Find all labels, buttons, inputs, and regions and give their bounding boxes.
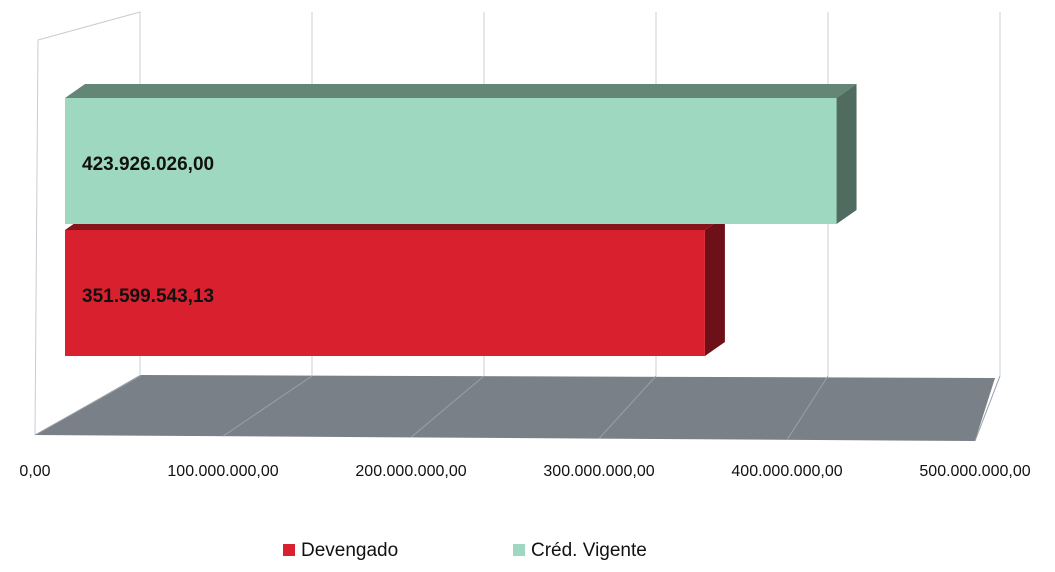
- legend-swatch: [513, 544, 525, 556]
- bar-side: [704, 216, 725, 356]
- floor-grid-line: [410, 375, 485, 438]
- x-tick-label: 300.000.000,00: [543, 463, 654, 480]
- floor: [35, 375, 995, 441]
- x-tick-label: 0,00: [19, 463, 50, 480]
- bar-top: [65, 84, 857, 98]
- floor-grid-line: [786, 375, 829, 441]
- floor-grid-line: [974, 375, 1001, 442]
- data-label: 423.926.026,00: [82, 154, 214, 175]
- floor-grid-line: [598, 375, 657, 439]
- floor-grid-line: [222, 375, 313, 437]
- x-tick-label: 200.000.000,00: [355, 463, 466, 480]
- legend-label: Devengado: [301, 540, 398, 561]
- legend-label: Créd. Vigente: [531, 540, 647, 561]
- x-tick-label: 400.000.000,00: [731, 463, 842, 480]
- x-tick-label: 500.000.000,00: [919, 463, 1030, 480]
- legend-swatch: [283, 544, 295, 556]
- data-label: 351.599.543,13: [82, 286, 214, 307]
- bar: [65, 230, 705, 356]
- floor-grid-line: [34, 375, 141, 436]
- x-tick-label: 100.000.000,00: [167, 463, 278, 480]
- bar: [65, 98, 837, 224]
- bar-side: [836, 84, 857, 224]
